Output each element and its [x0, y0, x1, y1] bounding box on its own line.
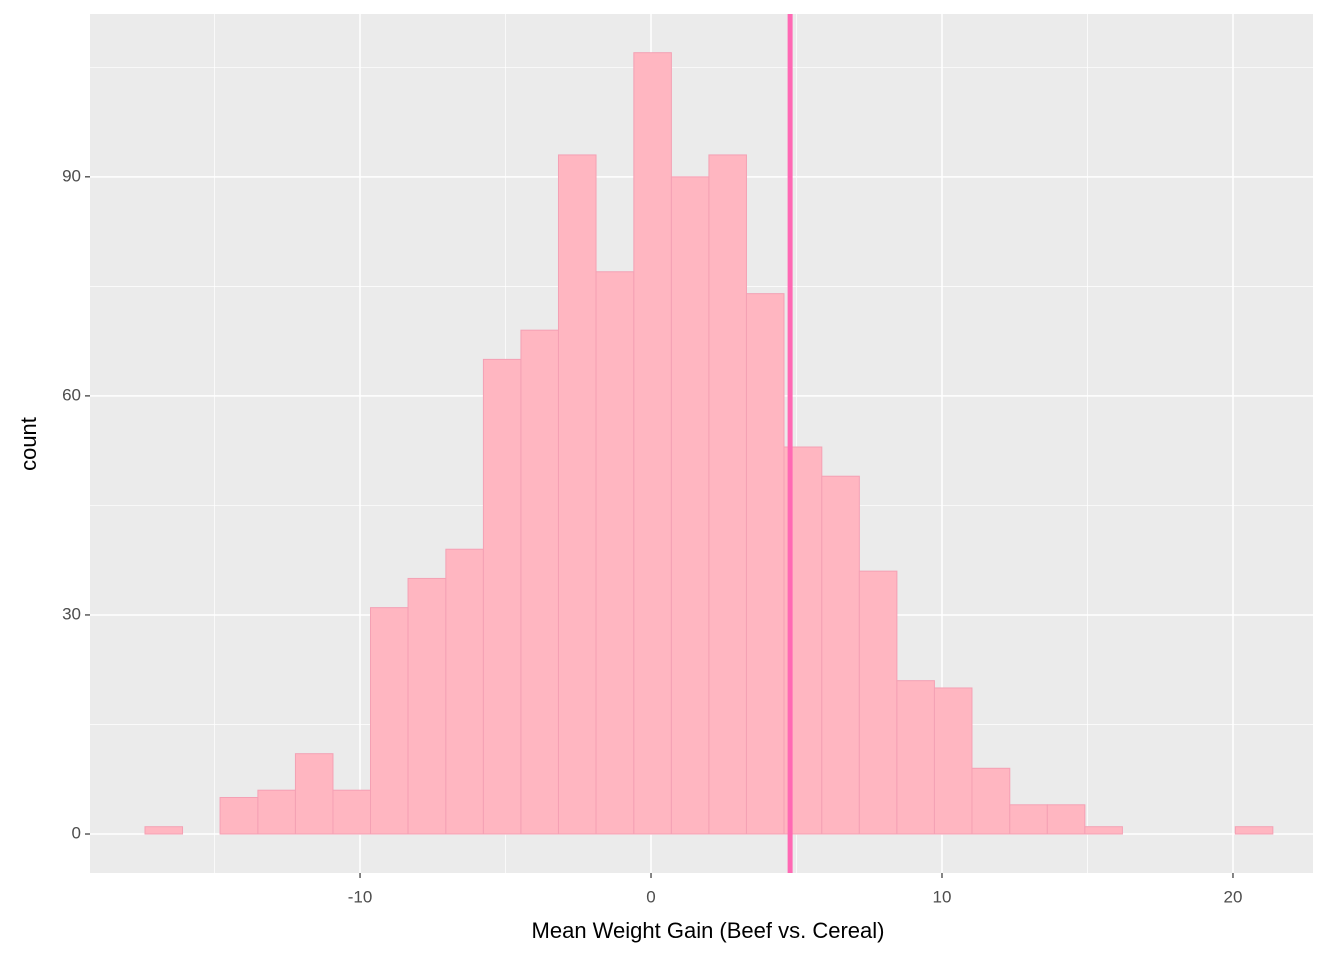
bar	[821, 475, 860, 835]
bar	[708, 154, 747, 835]
marks	[144, 14, 1274, 873]
x-tick-label: 20	[1224, 887, 1243, 906]
bar	[407, 577, 447, 835]
bar	[896, 680, 935, 835]
bar	[633, 52, 672, 835]
x-axis-title: Mean Weight Gain (Beef vs. Cereal)	[532, 918, 885, 943]
x-tick-label: -10	[348, 887, 373, 906]
bar	[482, 358, 522, 835]
bar	[595, 271, 635, 835]
y-tick-label: 90	[62, 166, 81, 185]
bar	[858, 570, 898, 835]
y-tick-label: 60	[62, 385, 81, 404]
bar	[1046, 804, 1086, 835]
bar	[670, 176, 710, 835]
bar	[257, 789, 296, 835]
bar	[445, 548, 484, 835]
bar	[332, 789, 372, 835]
x-tick-label: 0	[646, 887, 655, 906]
bar	[557, 154, 597, 835]
bar	[144, 826, 184, 835]
x-tick-label: 10	[933, 887, 952, 906]
bar	[1084, 826, 1123, 835]
bar	[1234, 826, 1274, 835]
bar	[745, 293, 785, 835]
bar	[370, 607, 409, 835]
bar	[294, 753, 334, 835]
bar	[520, 329, 559, 835]
y-axis-title: count	[16, 417, 41, 471]
bar	[971, 767, 1011, 835]
bar	[933, 687, 973, 835]
y-tick-label: 0	[72, 823, 81, 842]
y-tick-label: 30	[62, 604, 81, 623]
bar	[219, 796, 259, 835]
bar	[1009, 804, 1048, 835]
